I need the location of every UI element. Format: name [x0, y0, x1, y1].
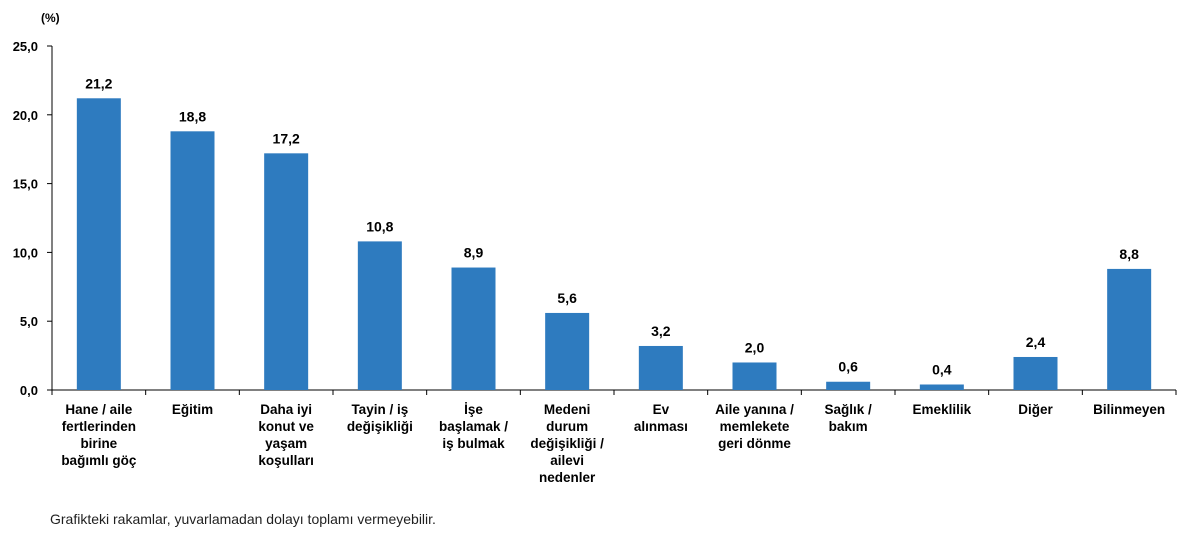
bar [545, 312, 590, 390]
x-tick-label: Eğitim [172, 402, 213, 417]
bar [264, 153, 309, 390]
x-tick-label: Tayin / iş değişikliği [347, 402, 413, 434]
bar [1013, 356, 1058, 390]
data-label: 0,6 [838, 359, 858, 375]
data-label: 8,8 [1119, 246, 1139, 262]
bar [451, 267, 496, 390]
bar [1107, 268, 1152, 390]
bars [76, 98, 1152, 391]
x-tick-label: Ev alınması [634, 402, 688, 434]
chart-footnote: Grafikteki rakamlar, yuvarlamadan dolayı… [50, 511, 436, 527]
value-labels: 21,2 18,8 17,2 10,8 8,9 5,6 3,2 2,0 0,6 0,4 2,4 8,8 [85, 75, 1139, 377]
x-tick-label: İşe başlamak / iş bulmak [439, 402, 508, 451]
x-tick-label: Sağlık / bakım [825, 402, 873, 434]
y-unit-label: (%) [41, 11, 60, 25]
category-labels: Hane / aile fertlerinden birine bağımlı göç… [61, 402, 1165, 485]
y-tick-label: 25,0 [13, 39, 38, 54]
x-tick-label: Medeni durum değişikliği / ailevi nedenler [530, 402, 604, 485]
x-tick-label: Diğer [1018, 402, 1053, 417]
bar [826, 381, 871, 390]
bar-chart: 0,0 5,0 10,0 15,0 20,0 25,0(%) 21,2 18,8 17,2 10… [13, 11, 1177, 485]
data-label: 3,2 [651, 323, 671, 339]
data-label: 17,2 [273, 130, 300, 146]
x-tick-label: Hane / aile fertlerinden birine bağımlı göç [61, 402, 137, 468]
x-tick-label: Bilinmeyen [1093, 402, 1165, 417]
data-label: 5,6 [557, 290, 577, 306]
bar [76, 98, 121, 391]
data-label: 8,9 [464, 245, 484, 261]
data-label: 2,4 [1026, 334, 1046, 350]
bar [357, 241, 402, 390]
y-tick-label: 20,0 [13, 108, 38, 123]
data-label: 0,4 [932, 361, 952, 377]
x-tick-label: Daha iyi konut ve yaşam koşulları [258, 402, 314, 468]
data-label: 10,8 [366, 218, 393, 234]
y-tick-label: 10,0 [13, 245, 38, 260]
data-label: 21,2 [85, 75, 112, 91]
y-axis: 0,0 5,0 10,0 15,0 20,0 25,0(%) [13, 11, 1177, 398]
bar [919, 384, 964, 390]
data-label: 18,8 [179, 108, 206, 124]
bar [170, 131, 215, 390]
bar [638, 345, 683, 390]
data-label: 2,0 [745, 339, 765, 355]
bar [732, 362, 777, 390]
y-tick-label: 0,0 [20, 383, 38, 398]
x-tick-label: Emeklilik [913, 402, 972, 417]
y-tick-label: 15,0 [13, 177, 38, 192]
x-tick-label: Aile yanına / memlekete geri dönme [715, 402, 794, 451]
y-tick-label: 5,0 [20, 314, 38, 329]
